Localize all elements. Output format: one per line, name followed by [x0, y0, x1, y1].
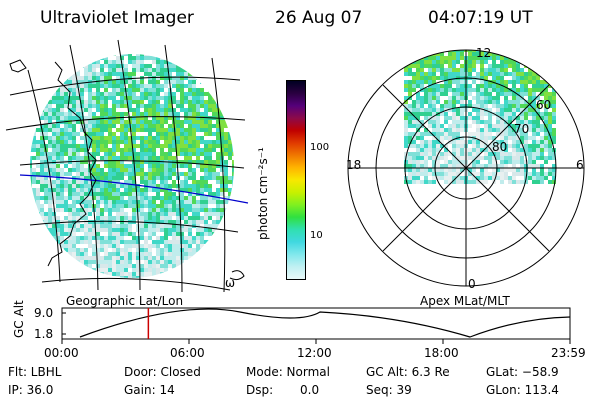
timeline-xtick-2: 12:00 — [297, 346, 332, 360]
status-gain: Gain: 14 — [124, 383, 175, 397]
geo-panel-label: Geographic Lat/Lon — [66, 294, 184, 308]
timeline-ytick-low: 1.8 — [34, 327, 54, 341]
mlat-label-70: 70 — [514, 122, 530, 136]
geo-blue-line — [19, 174, 249, 204]
colorbar-tick-100: 100 — [310, 142, 330, 153]
status-glon: GLon: 113.4 — [486, 383, 559, 397]
status-dsp-label: Dsp: — [246, 383, 274, 397]
status-flt: Flt: LBHL — [8, 365, 62, 379]
header-date: 26 Aug 07 — [275, 8, 363, 28]
status-mode: Mode: Normal — [246, 365, 330, 379]
timeline-xtick-4: 23:59 — [551, 346, 586, 360]
mlt-label-6: 6 — [576, 158, 584, 172]
app-title: Ultraviolet Imager — [40, 8, 194, 28]
timeline-xtick-0: 00:00 — [44, 346, 79, 360]
colorbar-tick-10: 10 — [310, 230, 323, 241]
mlat-label-80: 80 — [492, 140, 508, 154]
mlt-label-18: 18 — [346, 158, 362, 172]
status-gc-alt: GC Alt: 6.3 Re — [366, 365, 450, 379]
geo-corner-mark: ω — [225, 276, 236, 290]
status-dsp-value: 0.0 — [300, 383, 320, 397]
timeline-xtick-1: 06:00 — [170, 346, 205, 360]
timeline-ticks — [61, 312, 571, 344]
mlt-label-0: 0 — [468, 277, 476, 291]
timeline-xtick-3: 18:00 — [424, 346, 459, 360]
polar-grid — [347, 49, 585, 287]
status-seq: Seq: 39 — [366, 383, 412, 397]
header-time: 04:07:19 UT — [428, 8, 533, 28]
mlat-label-60: 60 — [536, 98, 552, 112]
color-scale-bar — [286, 80, 306, 280]
timeline-axis-label: GC Alt — [12, 300, 26, 338]
timeline-ytick-high: 9.0 — [34, 306, 54, 320]
status-glat: GLat: −58.9 — [486, 365, 559, 379]
altitude-curve — [79, 308, 571, 338]
status-door: Door: Closed — [124, 365, 201, 379]
mlt-label-12: 12 — [476, 46, 492, 60]
geo-grid — [5, 39, 246, 293]
status-ip: IP: 36.0 — [8, 383, 54, 397]
coastline — [47, 61, 97, 267]
polar-panel-label: Apex MLat/MLT — [420, 294, 510, 308]
